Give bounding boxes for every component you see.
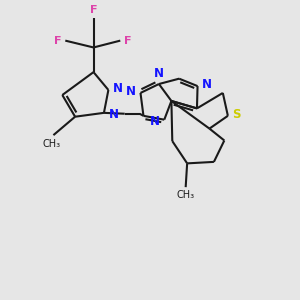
Text: CH₃: CH₃	[177, 190, 195, 200]
Text: N: N	[150, 115, 160, 128]
Text: N: N	[108, 108, 118, 121]
Text: S: S	[232, 108, 241, 121]
Text: N: N	[154, 67, 164, 80]
Text: N: N	[202, 78, 212, 91]
Text: N: N	[126, 85, 136, 98]
Text: F: F	[54, 36, 62, 46]
Text: N: N	[113, 82, 123, 95]
Text: F: F	[90, 5, 97, 15]
Text: CH₃: CH₃	[43, 139, 61, 149]
Text: F: F	[124, 36, 131, 46]
